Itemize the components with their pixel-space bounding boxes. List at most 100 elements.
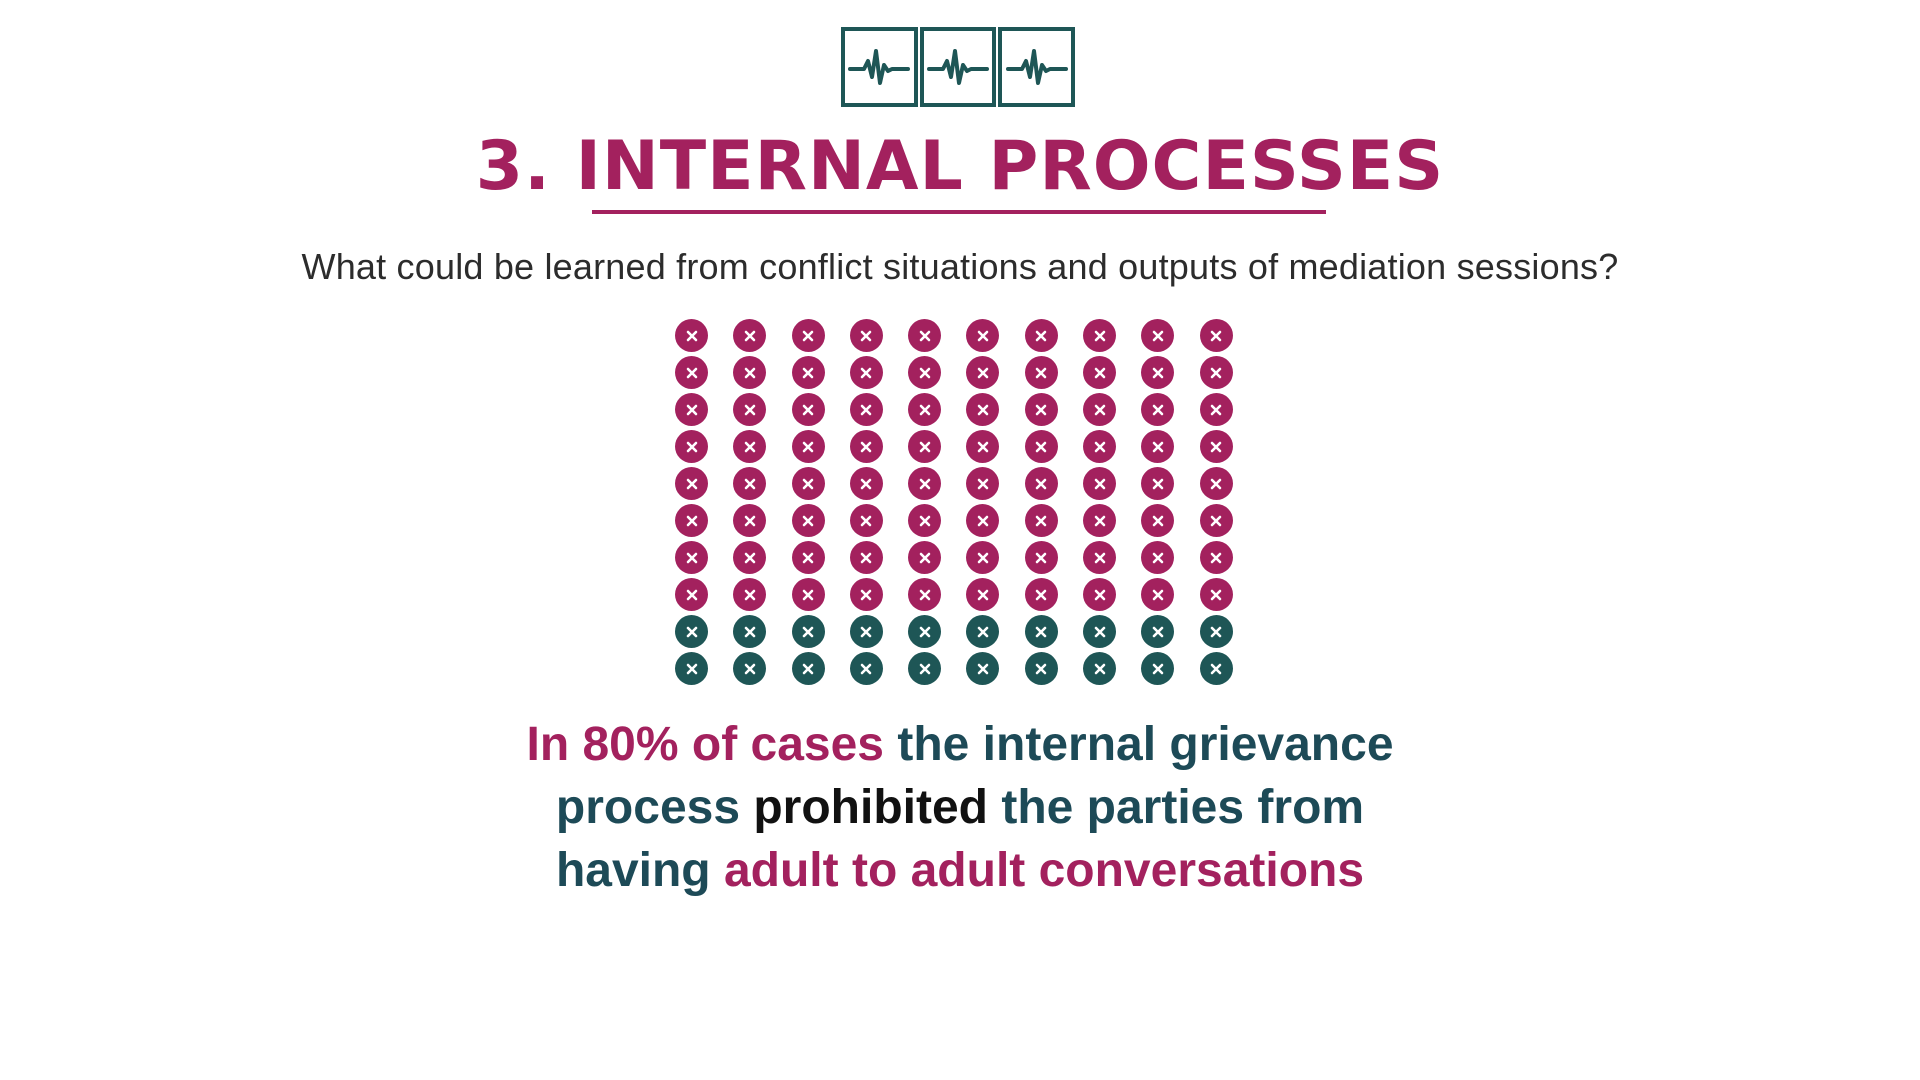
x-circle-icon (1024, 467, 1058, 500)
x-circle-icon (908, 541, 942, 574)
x-circle-icon (849, 615, 883, 648)
x-circle-icon (1141, 615, 1175, 648)
caption: In 80% of cases the internal grievance pr… (0, 713, 1920, 902)
heartbeat-box (998, 27, 1076, 107)
x-circle-icon (791, 430, 825, 463)
x-circle-icon (1024, 541, 1058, 574)
caption-segment: prohibited (753, 781, 1002, 834)
x-circle-icon (966, 319, 1000, 352)
x-circle-icon (1024, 578, 1058, 611)
x-circle-icon (1199, 652, 1233, 685)
x-circle-icon (966, 578, 1000, 611)
heartbeat-icon (1005, 49, 1068, 85)
heartbeat-icon (927, 49, 989, 85)
x-circle-icon (1083, 467, 1117, 500)
x-circle-icon (908, 393, 942, 426)
x-circle-icon (675, 467, 708, 500)
heartbeat-icon (848, 49, 911, 85)
x-circle-icon (1083, 615, 1117, 648)
x-circle-icon (1141, 652, 1175, 685)
x-circle-icon (1083, 430, 1117, 463)
x-circle-icon (1199, 615, 1233, 648)
x-circle-icon (791, 615, 825, 648)
x-circle-icon (1083, 356, 1117, 389)
x-circle-icon (1141, 467, 1175, 500)
x-circle-icon (908, 504, 942, 537)
caption-segment: having (555, 844, 724, 897)
x-circle-icon (675, 356, 708, 389)
x-circle-icon (966, 356, 1000, 389)
x-circle-icon (849, 430, 883, 463)
x-circle-icon (849, 541, 883, 574)
subtitle: What could be learned from conflict situ… (301, 246, 1619, 287)
x-circle-icon (733, 615, 767, 648)
heartbeat-box (841, 27, 918, 107)
x-circle-icon (908, 652, 942, 685)
x-circle-icon (966, 541, 1000, 574)
x-circle-icon (1141, 356, 1175, 389)
icon-grid-cells (675, 319, 1236, 688)
x-circle-icon (1199, 467, 1233, 500)
x-circle-icon (849, 319, 883, 352)
x-circle-icon (733, 504, 767, 537)
x-circle-icon (675, 578, 708, 611)
x-circle-icon (1083, 504, 1117, 537)
x-circle-icon (1024, 615, 1058, 648)
x-circle-icon (675, 541, 708, 574)
x-circle-icon (675, 504, 708, 537)
x-circle-icon (1024, 319, 1058, 352)
x-circle-icon (733, 319, 767, 352)
x-circle-icon (675, 652, 708, 685)
x-circle-icon (908, 430, 942, 463)
x-circle-icon (1024, 652, 1058, 685)
x-circle-icon (675, 393, 708, 426)
x-circle-icon (1141, 541, 1175, 574)
x-circle-icon (1199, 430, 1233, 463)
x-circle-icon (966, 615, 1000, 648)
x-circle-icon (908, 319, 942, 352)
x-circle-icon (849, 652, 883, 685)
x-circle-icon (966, 393, 1000, 426)
x-circle-icon (1199, 504, 1233, 537)
title-underline (592, 210, 1326, 214)
x-circle-icon (733, 578, 767, 611)
x-circle-icon (1083, 541, 1117, 574)
x-circle-icon (1199, 578, 1233, 611)
x-circle-icon (791, 467, 825, 500)
caption-segment: the parties from (1001, 781, 1365, 834)
x-circle-icon (966, 467, 1000, 500)
x-circle-icon (1141, 430, 1175, 463)
x-circle-icon (675, 615, 708, 648)
x-circle-icon (733, 430, 767, 463)
x-circle-icon (1083, 319, 1117, 352)
x-circle-icon (1083, 393, 1117, 426)
x-circle-icon (966, 504, 1000, 537)
heartbeat-box (919, 27, 997, 107)
x-circle-icon (1199, 356, 1233, 389)
x-circle-icon (791, 319, 825, 352)
x-circle-icon (733, 393, 767, 426)
caption-segment: In 80% of cases (526, 718, 898, 771)
x-circle-icon (791, 504, 825, 537)
x-circle-icon (849, 356, 883, 389)
x-circle-icon (1141, 319, 1175, 352)
x-circle-icon (1199, 393, 1233, 426)
page-title: 3. INTERNAL PROCESSES (475, 127, 1445, 206)
x-circle-icon (1083, 652, 1117, 685)
x-circle-icon (1199, 319, 1233, 352)
x-circle-icon (675, 430, 708, 463)
x-circle-icon (791, 541, 825, 574)
x-circle-icon (849, 504, 883, 537)
caption-segment: the internal grievance (897, 718, 1394, 771)
x-circle-icon (791, 578, 825, 611)
x-circle-icon (1141, 504, 1175, 537)
x-circle-icon (733, 541, 767, 574)
caption-line: In 80% of cases the internal grievance (0, 713, 1920, 776)
x-circle-icon (791, 356, 825, 389)
caption-segment: adult to adult conversations (723, 844, 1365, 897)
x-circle-icon (791, 652, 825, 685)
x-circle-icon (908, 356, 942, 389)
caption-segment: process (555, 781, 754, 834)
x-circle-icon (908, 467, 942, 500)
x-circle-icon (1199, 541, 1233, 574)
